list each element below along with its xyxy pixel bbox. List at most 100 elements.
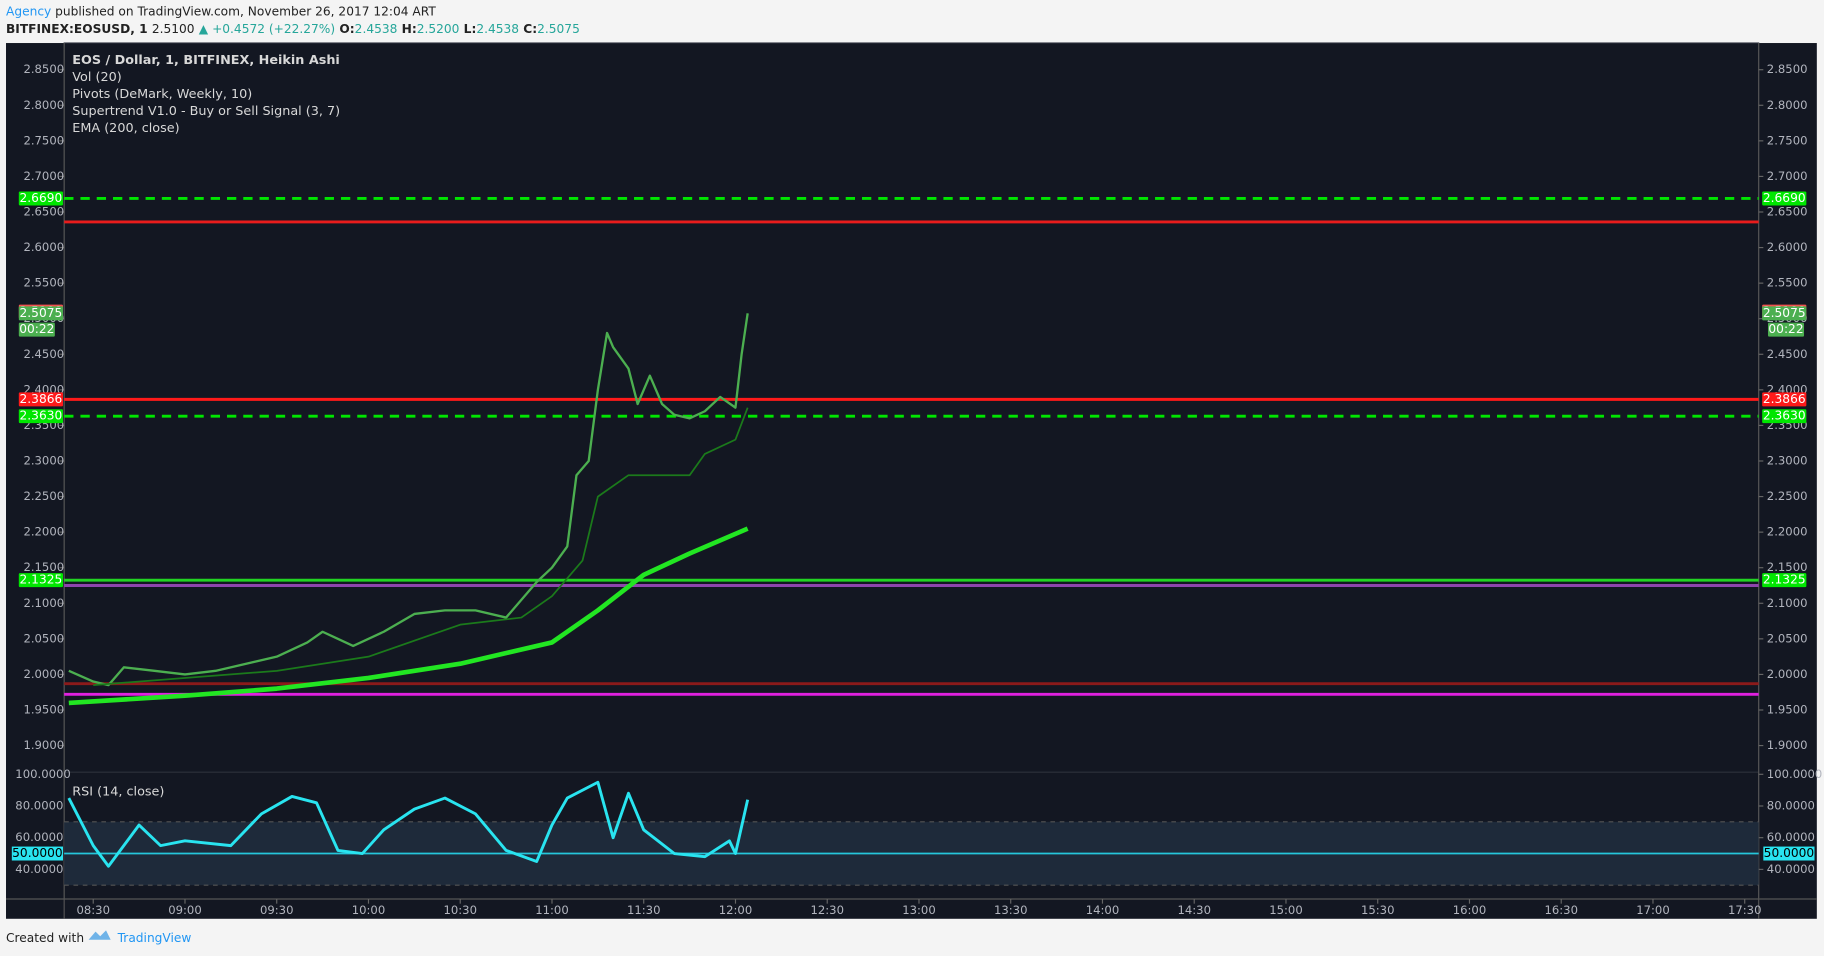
y-tick-label: 2.5500: [1767, 276, 1808, 290]
x-tick-label: 12:30: [810, 903, 844, 917]
rsi-tick-label: 60.0000: [1767, 830, 1815, 844]
price-tag-label: 2.6690: [20, 191, 63, 205]
rsi-tick-label: 60.0000: [15, 830, 63, 844]
ohlc-key: H:: [402, 22, 417, 36]
y-tick-label: 2.1500: [1767, 560, 1808, 574]
y-tick-label: 2.1000: [1767, 596, 1808, 610]
symbol-line: BITFINEX:EOSUSD, 1 2.5100 ▲ +0.4572 (+22…: [6, 22, 580, 36]
y-tick-label: 2.8000: [1767, 98, 1808, 112]
countdown-tag: [18, 322, 55, 337]
price-tag-label: 2.3630: [20, 409, 63, 423]
price-tag: [1762, 392, 1807, 407]
countdown: 00:22: [1768, 322, 1803, 336]
ohlc-value: 2.4538: [355, 22, 398, 36]
y-tick-label: 1.9000: [23, 738, 64, 752]
y-tick-label: 2.6000: [23, 240, 64, 254]
countdown-tag: [1767, 322, 1805, 337]
x-tick-label: 10:30: [443, 903, 477, 917]
y-tick-label: 2.7500: [1767, 133, 1808, 147]
ohlc-key: L:: [464, 22, 477, 36]
legend-entry: EMA (200, close): [72, 121, 179, 136]
x-tick-label: 14:00: [1086, 903, 1120, 917]
legend-entry: Vol (20): [72, 70, 121, 85]
price-tag-label: 2.5075: [1763, 306, 1806, 320]
rsi-legend: RSI (14, close): [72, 785, 164, 800]
y-tick-label: 1.9500: [23, 702, 64, 716]
x-tick-label: 08:30: [76, 903, 110, 917]
y-tick-label: 2.2000: [23, 525, 64, 539]
y-tick-label: 2.2000: [1767, 525, 1808, 539]
countdown: 00:22: [19, 322, 54, 336]
series-line: [68, 313, 749, 687]
x-tick-label: 11:30: [627, 903, 661, 917]
price-tag: [1762, 306, 1807, 321]
x-tick-label: 12:00: [719, 903, 753, 917]
tradingview-logo: [88, 930, 111, 940]
x-tick-label: 15:30: [1361, 903, 1395, 917]
main-pane: [63, 42, 1760, 773]
y-tick-label: 2.7000: [1767, 169, 1808, 183]
y-tick-label: 2.2500: [1767, 489, 1808, 503]
y-tick-label: 1.9500: [1767, 702, 1808, 716]
footer-brand[interactable]: TradingView: [117, 931, 192, 945]
x-tick-label: 16:00: [1453, 903, 1487, 917]
x-tick-label: 13:30: [994, 903, 1028, 917]
y-tick-label: 2.6000: [1767, 240, 1808, 254]
x-tick-label: 10:00: [352, 903, 386, 917]
y-tick-label: 2.8500: [1767, 62, 1808, 76]
x-tick-label: 16:30: [1544, 903, 1578, 917]
footer-created: Created with: [6, 931, 84, 945]
rsi-tick-label: 100.0000: [1767, 767, 1822, 781]
symbol: BITFINEX:EOSUSD, 1: [6, 22, 148, 36]
price-tag: [18, 191, 63, 206]
y-tick-label: 2.0500: [23, 631, 64, 645]
y-tick-label: 2.8500: [23, 62, 64, 76]
x-tick-label: 09:00: [168, 903, 202, 917]
x-tick-label: 09:30: [260, 903, 294, 917]
ohlc-key: O:: [339, 22, 354, 36]
rsi-line: [67, 780, 750, 868]
rsi-mid-tag: [11, 846, 63, 861]
y-tick-label: 2.7500: [23, 133, 64, 147]
x-tick-label: 17:30: [1728, 903, 1762, 917]
y-tick-label: 2.6500: [1767, 204, 1808, 218]
y-tick-label: 2.2500: [23, 489, 64, 503]
price-tag: [1762, 409, 1807, 424]
rsi-tick-label: 80.0000: [1767, 798, 1815, 812]
y-tick-label: 2.3000: [1767, 453, 1808, 467]
legend-entry: Supertrend V1.0 - Buy or Sell Signal (3,…: [72, 104, 340, 119]
price-tag: [1762, 191, 1807, 206]
series-line: [68, 526, 749, 706]
author: Agency: [6, 4, 51, 18]
legend-entry: EOS / Dollar, 1, BITFINEX, Heikin Ashi: [72, 53, 340, 68]
ohlc-value: 2.4538: [476, 22, 519, 36]
price-tag-label: 2.6690: [1763, 191, 1806, 205]
legend-entry: Pivots (DeMark, Weekly, 10): [72, 87, 252, 102]
price-tag: [18, 573, 63, 588]
y-tick-label: 2.1000: [23, 596, 64, 610]
y-tick-label: 2.0000: [23, 667, 64, 681]
price-tag-label: 2.1325: [20, 573, 63, 587]
legend: EOS / Dollar, 1, BITFINEX, Heikin Ashi Vo…: [72, 53, 340, 136]
y-tick-label: 2.4500: [23, 347, 64, 361]
price-tag-label: 2.3630: [1763, 409, 1806, 423]
y-tick-label: 2.6500: [23, 204, 64, 218]
y-tick-label: 2.1500: [23, 560, 64, 574]
rsi-tick-label: 80.0000: [15, 798, 63, 812]
x-tick-label: 13:00: [902, 903, 936, 917]
header-line: Agency published on TradingView.com, Nov…: [6, 4, 436, 18]
y-tick-label: 1.9000: [1767, 738, 1808, 752]
ohlc-key: C:: [523, 22, 537, 36]
rsi-mid-label: 50.0000: [1764, 846, 1814, 860]
price-tag-label: 2.3866: [20, 392, 63, 406]
y-tick-label: 2.5500: [23, 276, 64, 290]
price-tag: [18, 409, 63, 424]
series-line: [93, 407, 749, 687]
y-tick-label: 2.3000: [23, 453, 64, 467]
change: ▲ +0.4572 (+22.27%): [199, 22, 335, 36]
rsi-tick-label: 100.0000: [15, 767, 70, 781]
rsi-tick-label: 40.0000: [15, 862, 63, 876]
published: published on TradingView.com, November 2…: [51, 4, 436, 18]
rsi-mid-label: 50.0000: [12, 846, 62, 860]
